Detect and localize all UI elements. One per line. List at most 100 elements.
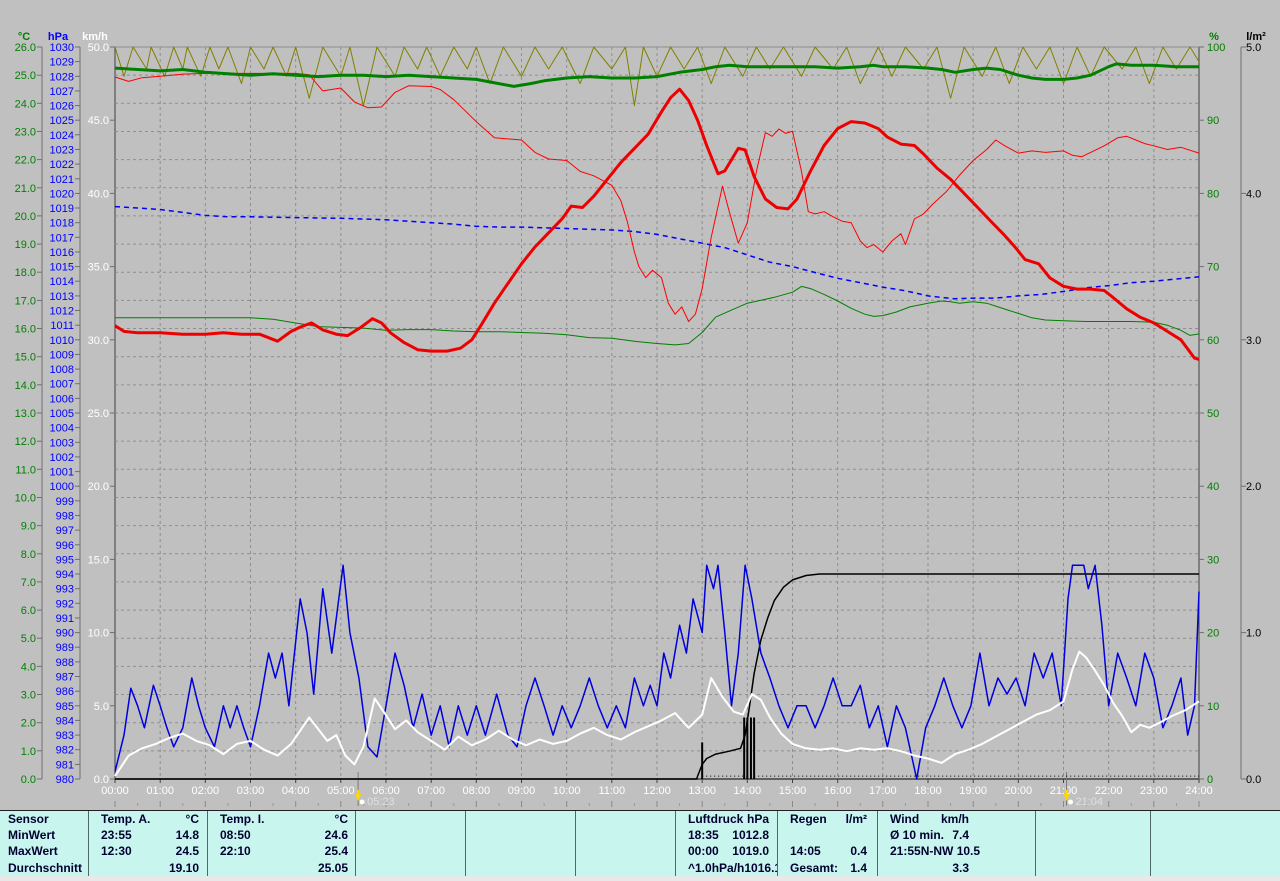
axis-unit-temp: °C — [18, 31, 30, 43]
series-tempi — [114, 62, 1199, 88]
chart-canvas[interactable]: °C hPa km/h% l/m² 0.0 1.0 2.0 3.0 4.0 5.0 6.0 7.0 8.… — [0, 0, 1280, 815]
svg-text:4.0: 4.0 — [21, 661, 36, 673]
axis-unit-hpa: hPa — [48, 31, 69, 43]
svg-text:5.0: 5.0 — [1246, 42, 1261, 54]
svg-text:07:00: 07:00 — [417, 785, 445, 797]
series-wind — [114, 650, 1200, 777]
stat-time: Ø 10 min. — [890, 828, 945, 843]
section-name: Temp. I. — [220, 812, 265, 827]
series-feuchtei — [115, 285, 1200, 346]
section-unit: °C — [334, 812, 348, 827]
svg-text:15.0: 15.0 — [88, 554, 109, 566]
svg-text:1018: 1018 — [50, 218, 74, 230]
table-section-regen: Regen l/m² 14:05 0.4 Gesamt: 1.4 — [777, 811, 877, 876]
series-luftdruck — [114, 205, 1200, 300]
section-unit: km/h — [940, 812, 969, 827]
svg-text:1014: 1014 — [50, 276, 74, 288]
svg-text:24:00: 24:00 — [1185, 785, 1213, 797]
svg-text:11.0: 11.0 — [15, 464, 36, 476]
svg-text:20: 20 — [1207, 628, 1219, 640]
svg-text:9.0: 9.0 — [21, 521, 36, 533]
axis-hpa: 980 981 982 983 984 985 986 987 988 989 990 991 992 9… — [50, 42, 80, 786]
svg-text:0.0: 0.0 — [94, 774, 109, 786]
svg-text:1010: 1010 — [50, 335, 74, 347]
stat-time: 14:05 — [790, 844, 821, 859]
svg-text:1016: 1016 — [50, 247, 74, 259]
svg-text:19:00: 19:00 — [959, 785, 987, 797]
svg-text:992: 992 — [56, 598, 74, 610]
svg-text:1029: 1029 — [50, 57, 74, 69]
svg-text:16:00: 16:00 — [824, 785, 852, 797]
svg-text:988: 988 — [56, 657, 74, 669]
svg-text:1002: 1002 — [50, 452, 74, 464]
svg-text:90: 90 — [1207, 115, 1219, 127]
section-name: Luftdruck — [688, 812, 744, 827]
svg-text:1004: 1004 — [50, 423, 74, 435]
svg-text:10:00: 10:00 — [553, 785, 581, 797]
series-windben — [114, 564, 1200, 780]
svg-text:1011: 1011 — [50, 320, 74, 332]
svg-text:1022: 1022 — [50, 159, 74, 171]
svg-text:40: 40 — [1207, 481, 1219, 493]
svg-text:70: 70 — [1207, 262, 1219, 274]
svg-text:1003: 1003 — [50, 437, 74, 449]
svg-text:17:00: 17:00 — [869, 785, 897, 797]
svg-text:1024: 1024 — [50, 130, 74, 142]
svg-text:1023: 1023 — [50, 145, 74, 157]
axis-pct: 0 10 20 30 40 50 60 70 80 90 100 — [1199, 42, 1225, 786]
svg-text:1020: 1020 — [50, 188, 74, 200]
svg-text:7.0: 7.0 — [21, 577, 36, 589]
svg-text:25.0: 25.0 — [15, 70, 36, 82]
svg-text:14:00: 14:00 — [734, 785, 762, 797]
svg-text:993: 993 — [56, 584, 74, 596]
section-unit: °C — [185, 812, 199, 827]
row-label: Durchschnitt — [8, 860, 83, 875]
svg-text:1030: 1030 — [50, 42, 74, 54]
svg-text:981: 981 — [56, 759, 74, 771]
series-feuchtea — [114, 72, 1200, 322]
svg-text:999: 999 — [56, 496, 74, 508]
svg-text:1026: 1026 — [50, 101, 74, 113]
stat-value: 3.3 — [952, 860, 969, 875]
bottom-strip — [0, 876, 1280, 881]
svg-text:995: 995 — [56, 554, 74, 566]
stat-value: 7.4 — [952, 828, 969, 843]
svg-text:06:00: 06:00 — [372, 785, 400, 797]
series-tempa — [114, 87, 1200, 361]
stat-time: 23:55 — [101, 828, 132, 843]
svg-text:13.0: 13.0 — [15, 408, 36, 420]
svg-text:1007: 1007 — [50, 379, 74, 391]
table-section-empty — [1035, 811, 1150, 876]
svg-text:1000: 1000 — [50, 481, 74, 493]
svg-text:22:00: 22:00 — [1095, 785, 1123, 797]
svg-text:80: 80 — [1207, 188, 1219, 200]
axis-kmh: 0.0 5.0 10.0 15.0 20.0 25.0 30.0 35.0 40.0 45.0 50… — [88, 42, 115, 786]
svg-text:990: 990 — [56, 628, 74, 640]
section-name: Wind — [890, 812, 920, 827]
svg-text:1027: 1027 — [50, 86, 74, 98]
axis-unit-lm2: l/m² — [1246, 31, 1266, 43]
stat-value: 14.8 — [175, 828, 199, 843]
section-unit: l/m² — [845, 812, 867, 827]
svg-text:1021: 1021 — [50, 174, 74, 186]
stat-time: 22:10 — [220, 844, 251, 859]
stat-value: 1012.8 — [732, 828, 769, 843]
svg-text:00:00: 00:00 — [101, 785, 129, 797]
row-label: Sensor — [8, 812, 49, 827]
rain-bars — [701, 717, 756, 779]
table-section-empty — [1150, 811, 1280, 876]
series-empfang — [114, 46, 1200, 107]
svg-text:18.0: 18.0 — [15, 267, 36, 279]
svg-text:985: 985 — [56, 701, 74, 713]
table-section-tempi: Temp. I. °C 08:50 24.6 22:10 25.4 25.05 — [207, 811, 355, 876]
svg-text:21.0: 21.0 — [15, 183, 36, 195]
table-section-wind: Wind km/h Ø 10 min. 7.4 21:55 N-NW 10.5 3.3 — [877, 811, 1035, 876]
x-axis: 00:00 01:00 02:00 03:00 04:00 05:00 06:00 07:00… — [101, 779, 1213, 807]
svg-text:22.0: 22.0 — [15, 155, 36, 167]
svg-text:100: 100 — [1207, 42, 1225, 54]
svg-text:5.0: 5.0 — [21, 633, 36, 645]
table-section-empty — [465, 811, 575, 876]
axis-unit-pct: % — [1209, 31, 1219, 43]
svg-text:998: 998 — [56, 511, 74, 523]
svg-text:30.0: 30.0 — [88, 335, 109, 347]
